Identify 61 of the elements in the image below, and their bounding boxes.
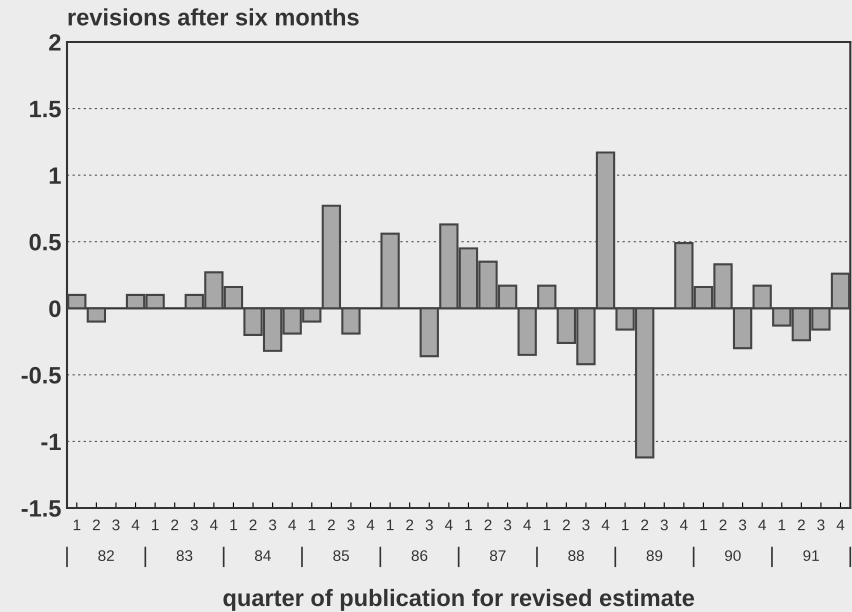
x-tick-label: 1 [544,520,550,530]
text: 91 [803,550,819,562]
x-tick-label: 2 [406,520,414,530]
text: 88 [568,550,584,562]
x-tick-label: 3 [504,520,512,530]
text: 84 [254,550,271,562]
x-tick-label: 1 [778,520,786,530]
x-tick-label: 3 [112,520,120,530]
y-tick-label: 0.5 [30,234,61,250]
x-tick-label: 2 [641,520,648,530]
x-tick-label: 1 [700,520,707,530]
x-tick-label: 3 [660,520,668,530]
x-tick-label: 2 [798,520,805,530]
text: 90 [725,550,741,562]
x-tick-label: 1 [465,520,472,530]
x-tick-label: 2 [250,520,257,530]
y-tick-label: -0.5 [22,366,61,384]
y-tick-label: -1 [41,434,61,450]
x-axis-title: quarter of publication for revised estimate [223,588,694,611]
x-tick-label: 4 [680,520,688,530]
text: 85 [333,550,350,562]
x-tick-label: 3 [738,520,746,530]
text: 82 [98,550,114,562]
x-tick-label: 1 [387,520,394,530]
x-tick-label: 2 [92,520,100,530]
x-tick-label: 1 [308,520,316,530]
x-tick-label: 1 [230,520,237,530]
y-tick-label: 1.5 [30,100,61,118]
x-tick-label: 4 [523,520,531,530]
y-tick-label: 1 [50,167,61,184]
x-tick-label: 1 [74,520,80,530]
x-tick-label: 4 [210,520,218,530]
text: 89 [646,550,662,562]
x-tick-label: 4 [602,520,610,530]
x-tick-label: 3 [582,520,590,530]
x-tick-label: 3 [190,520,198,530]
y-tick-label: 2 [49,34,60,51]
text: 86 [412,550,428,562]
x-tick-label: 2 [171,520,178,530]
x-tick-label: 1 [622,520,629,530]
x-tick-label: 2 [484,520,492,530]
x-tick-label: 3 [817,520,824,530]
y-tick-label: 0 [49,300,60,318]
x-tick-label: 2 [562,520,570,530]
text: 87 [490,550,506,562]
x-tick-label: 4 [366,520,374,530]
x-tick-label: 2 [720,520,726,530]
x-tick-label: 3 [426,520,433,530]
x-tick-label: 4 [758,520,766,530]
x-tick-label: 4 [132,520,140,530]
x-tick-label: 1 [152,520,159,530]
y-tick-label: -1.5 [22,500,61,517]
x-tick-label: 3 [268,520,276,530]
chart-title: revisions after six months [68,8,359,26]
text: 83 [176,550,192,562]
x-tick-label: 3 [347,520,355,530]
x-tick-label: 4 [836,520,844,530]
x-tick-label: 4 [288,520,296,530]
bar [380,232,400,310]
x-tick-label: 4 [444,520,453,530]
x-tick-label: 2 [328,520,335,530]
